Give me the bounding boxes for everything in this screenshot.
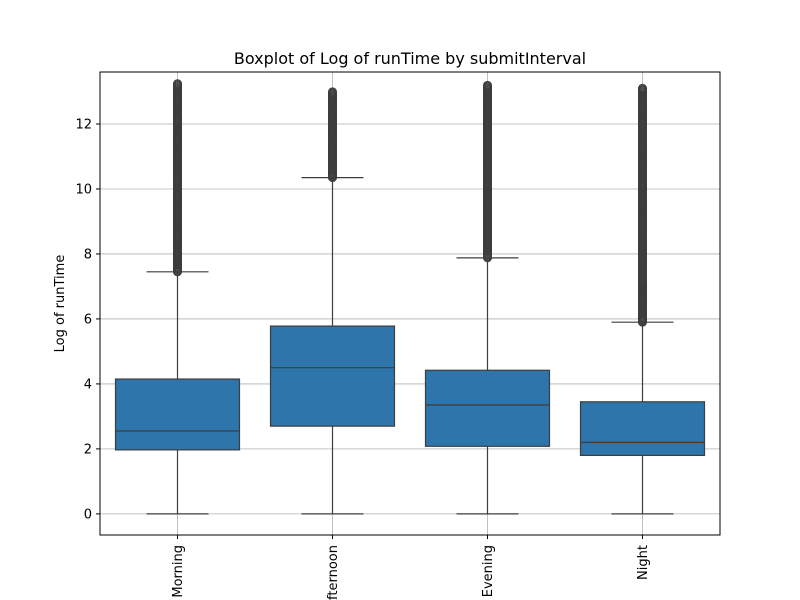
outlier-point — [638, 83, 647, 93]
iqr-box — [269, 325, 396, 427]
y-tick-label: 10 — [75, 182, 92, 197]
box-night — [579, 83, 706, 515]
x-tick-label: Night — [636, 545, 651, 580]
y-axis-label: Log of runTime — [53, 255, 68, 353]
x-tick-label: Evening — [481, 545, 496, 597]
chart-title: Boxplot of Log of runTime by submitInter… — [234, 49, 586, 68]
box-morning — [114, 79, 241, 515]
outlier-point — [173, 79, 182, 89]
x-tick-label: Morning — [171, 545, 186, 598]
x-axis-ticks: Morning Afternoon Evening Night — [171, 535, 651, 600]
plot-area-frame — [99, 71, 721, 536]
outlier-point — [483, 80, 492, 90]
box-afternoon — [269, 87, 396, 515]
y-tick-label: 4 — [84, 377, 92, 392]
y-axis-ticks: 0 2 4 6 8 10 12 — [75, 117, 100, 522]
iqr-box — [579, 401, 706, 456]
iqr-box — [424, 369, 551, 447]
y-tick-label: 6 — [84, 312, 92, 327]
x-tick-label: Afternoon — [326, 545, 341, 600]
iqr-box — [114, 378, 241, 451]
y-tick-label: 2 — [84, 442, 92, 457]
y-tick-label: 0 — [84, 507, 92, 522]
box-evening — [424, 80, 551, 515]
boxes — [114, 79, 706, 515]
grid-lines — [100, 72, 720, 535]
outlier-point — [328, 87, 337, 97]
y-tick-label: 8 — [84, 247, 92, 262]
y-tick-label: 12 — [75, 117, 92, 132]
